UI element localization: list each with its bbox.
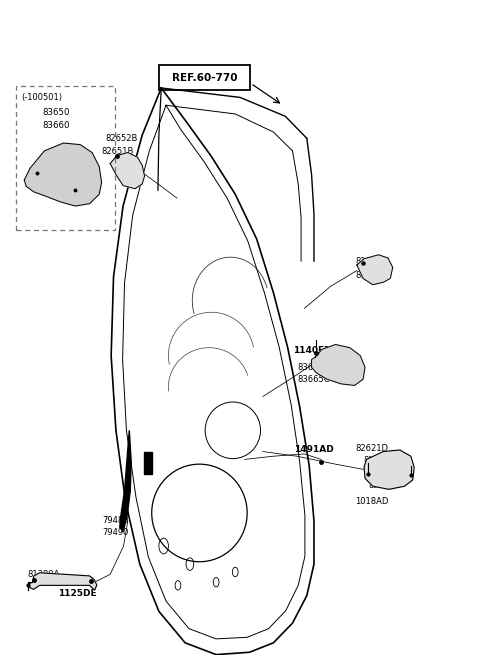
- Text: 82619B: 82619B: [369, 481, 401, 490]
- Text: REF.60-770: REF.60-770: [172, 73, 238, 83]
- Text: 79480: 79480: [103, 516, 129, 525]
- Polygon shape: [364, 450, 414, 489]
- Text: 82651B: 82651B: [102, 147, 134, 156]
- Text: 1125DE: 1125DE: [58, 588, 96, 598]
- Text: 1018AD: 1018AD: [356, 497, 389, 506]
- Text: 1491AD: 1491AD: [294, 445, 334, 455]
- Polygon shape: [120, 430, 131, 532]
- Polygon shape: [312, 344, 365, 386]
- Polygon shape: [24, 143, 102, 206]
- Text: (-100501): (-100501): [22, 93, 62, 102]
- Text: 82621D: 82621D: [356, 444, 388, 453]
- Text: 83665C: 83665C: [297, 375, 330, 384]
- Text: 81350B: 81350B: [356, 256, 388, 266]
- Polygon shape: [110, 152, 144, 189]
- Text: 83655C: 83655C: [297, 363, 330, 372]
- Text: 83660: 83660: [42, 121, 70, 131]
- Text: 81389A: 81389A: [28, 570, 60, 579]
- Polygon shape: [144, 451, 152, 474]
- Text: 1140FZ: 1140FZ: [293, 346, 331, 356]
- Text: 81456C: 81456C: [356, 271, 388, 279]
- Text: 83650: 83650: [42, 108, 70, 117]
- Bar: [159, 65, 251, 91]
- Text: 82652B: 82652B: [106, 134, 138, 143]
- Polygon shape: [29, 573, 97, 590]
- Text: 79490: 79490: [103, 528, 129, 537]
- Text: 82611: 82611: [363, 456, 390, 464]
- Polygon shape: [357, 255, 393, 285]
